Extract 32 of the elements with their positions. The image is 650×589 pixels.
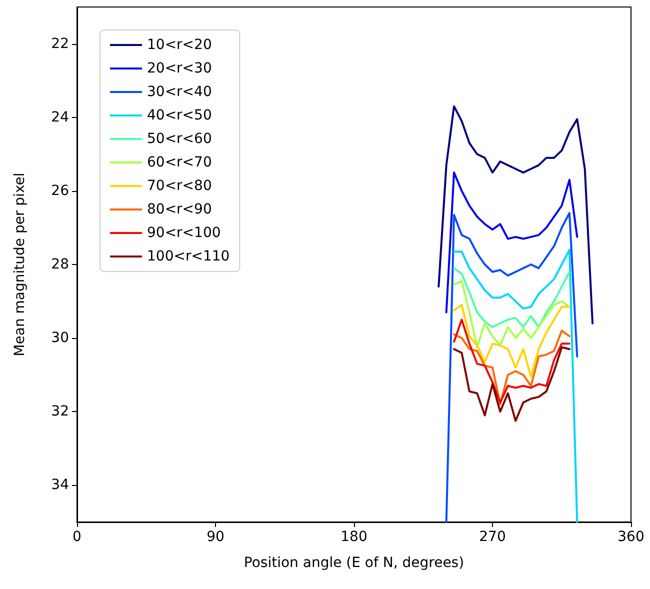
line-series: [453, 304, 570, 378]
x-tick-label: 360: [618, 529, 644, 545]
legend-label: 40<r<50: [147, 108, 212, 124]
legend-label: 60<r<70: [147, 154, 212, 170]
legend-label: 80<r<90: [147, 202, 212, 218]
legend-label: 30<r<40: [147, 84, 212, 100]
legend-label: 70<r<80: [147, 178, 212, 194]
y-axis-title: Mean magnitude per pixel: [12, 172, 28, 356]
legend-label: 90<r<100: [147, 225, 221, 241]
x-tick-label: 270: [479, 529, 506, 545]
x-tick-label: 90: [206, 529, 224, 545]
y-tick-label: 30: [51, 330, 69, 346]
line-series: [438, 105, 594, 324]
line-series: [453, 267, 570, 328]
y-tick-label: 32: [51, 404, 69, 420]
legend-label: 20<r<30: [147, 60, 212, 76]
x-axis-title: Position angle (E of N, degrees): [244, 555, 464, 571]
y-tick-label: 24: [51, 109, 70, 126]
line-series: [453, 280, 570, 348]
y-tick-label: 28: [51, 256, 69, 272]
line-series: [445, 172, 578, 314]
y-tick-label: 22: [51, 36, 69, 52]
line-series: [445, 212, 578, 523]
y-tick-label: 26: [51, 182, 70, 199]
line-series: [453, 346, 570, 422]
legend-label: 50<r<60: [147, 131, 212, 147]
y-tick-label: 34: [51, 477, 70, 494]
legend-label: 100<r<110: [147, 248, 230, 264]
x-tick-label: 180: [340, 529, 368, 545]
x-tick-label: 0: [72, 529, 82, 545]
legend-label: 10<r<20: [147, 37, 212, 53]
line-series: [453, 248, 578, 523]
